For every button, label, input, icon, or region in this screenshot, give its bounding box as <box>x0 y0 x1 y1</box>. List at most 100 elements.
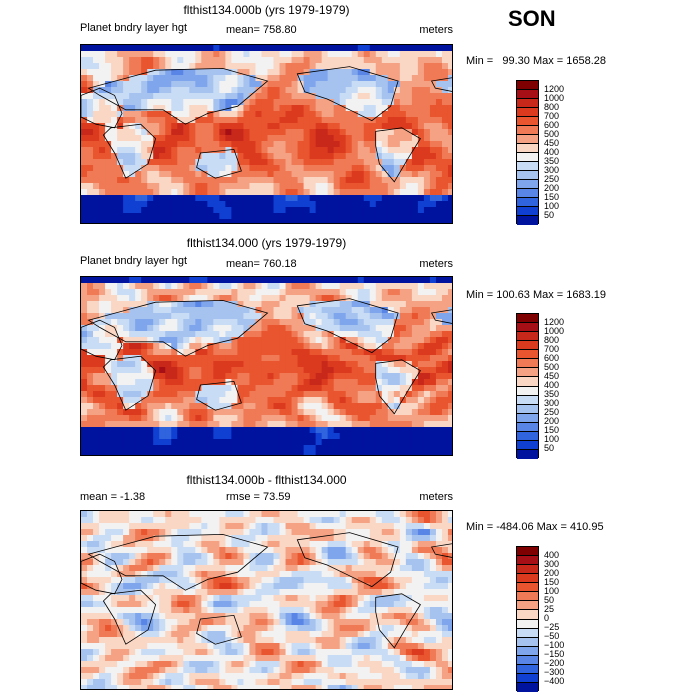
field-cell <box>117 331 124 338</box>
field-cell <box>393 177 401 184</box>
field-cell <box>147 45 154 52</box>
field-cell <box>153 93 160 100</box>
field-cell <box>243 607 251 614</box>
field-cell <box>351 219 359 223</box>
field-cell <box>237 565 245 572</box>
field-cell <box>213 373 220 380</box>
field-cell <box>417 583 425 590</box>
field-cell <box>411 301 419 308</box>
field-cell <box>405 177 413 184</box>
field-cell <box>417 63 425 70</box>
field-cell <box>381 427 389 434</box>
field-cell <box>81 391 88 398</box>
field-cell <box>177 129 184 136</box>
field-cell <box>225 301 233 308</box>
field-cell <box>201 283 208 290</box>
field-cell <box>423 307 431 314</box>
field-cell <box>369 391 377 398</box>
field-cell <box>423 183 431 190</box>
field-cell <box>375 277 383 284</box>
colorbar-swatch <box>517 216 538 225</box>
field-cell <box>399 45 407 52</box>
field-cell <box>105 93 112 100</box>
field-cell <box>381 397 389 404</box>
field-cell <box>447 99 452 106</box>
field-cell <box>267 601 275 608</box>
field-cell <box>189 571 196 578</box>
field-cell <box>423 385 431 392</box>
field-cell <box>333 195 341 202</box>
field-cell <box>225 283 233 290</box>
field-cell <box>201 75 208 82</box>
field-cell <box>255 511 263 518</box>
field-cell <box>159 177 166 184</box>
field-cell <box>87 397 94 404</box>
field-cell <box>135 111 142 118</box>
field-cell <box>273 577 281 584</box>
field-cell <box>411 427 419 434</box>
field-cell <box>411 177 419 184</box>
field-cell <box>171 331 178 338</box>
field-cell <box>339 307 347 314</box>
field-cell <box>153 451 160 455</box>
field-cell <box>255 451 263 455</box>
field-cell <box>417 415 425 422</box>
field-cell <box>291 379 299 386</box>
field-cell <box>171 529 178 536</box>
panel-3-mean-label: mean = -1.38 <box>80 491 146 503</box>
field-cell <box>447 361 452 368</box>
field-cell <box>207 81 214 88</box>
field-cell <box>327 361 335 368</box>
field-cell <box>99 165 106 172</box>
field-cell <box>297 51 305 58</box>
field-cell <box>285 51 293 58</box>
field-cell <box>315 589 323 596</box>
field-cell <box>321 601 329 608</box>
field-cell <box>87 559 94 566</box>
field-cell <box>177 589 184 596</box>
field-cell <box>291 99 299 106</box>
field-cell <box>423 295 431 302</box>
field-cell <box>135 379 142 386</box>
field-cell <box>237 105 245 112</box>
field-cell <box>255 57 263 64</box>
field-cell <box>285 331 293 338</box>
field-cell <box>99 607 106 614</box>
field-cell <box>291 69 299 76</box>
field-cell <box>339 451 347 455</box>
field-cell <box>189 135 196 142</box>
field-cell <box>447 201 452 208</box>
field-cell <box>81 523 88 530</box>
field-cell <box>81 207 88 214</box>
field-cell <box>441 409 449 416</box>
field-cell <box>195 277 202 284</box>
field-cell <box>207 135 214 142</box>
field-cell <box>99 201 106 208</box>
field-cell <box>345 135 353 142</box>
field-cell <box>417 289 425 296</box>
field-cell <box>447 607 452 614</box>
field-cell <box>99 207 106 214</box>
field-cell <box>117 391 124 398</box>
field-cell <box>249 559 257 566</box>
field-cell <box>399 385 407 392</box>
field-cell <box>387 613 395 620</box>
field-cell <box>285 601 293 608</box>
field-cell <box>291 171 299 178</box>
field-cell <box>177 105 184 112</box>
field-cell <box>171 51 178 58</box>
field-cell <box>255 397 263 404</box>
field-cell <box>171 361 178 368</box>
field-cell <box>387 141 395 148</box>
field-cell <box>393 319 401 326</box>
field-cell <box>111 99 118 106</box>
field-cell <box>435 111 443 118</box>
field-cell <box>93 619 100 626</box>
field-cell <box>87 385 94 392</box>
field-cell <box>387 295 395 302</box>
field-cell <box>297 105 305 112</box>
field-cell <box>165 283 172 290</box>
field-cell <box>357 99 365 106</box>
field-cell <box>171 111 178 118</box>
field-cell <box>213 213 220 220</box>
